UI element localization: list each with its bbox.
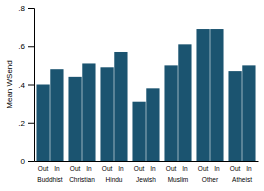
y-axis: 0 .2 .4 .6 .8 [18, 4, 34, 166]
sub-label: Out [134, 165, 145, 172]
bar [36, 85, 49, 162]
category-label: Jewish [136, 176, 156, 183]
bar [196, 29, 209, 161]
bar [132, 102, 145, 161]
y-axis-title: Mean WSend [5, 60, 14, 108]
sub-label: In [118, 165, 124, 172]
category-label: Atheist [232, 176, 252, 183]
sub-label: In [86, 165, 92, 172]
tick: .6 [18, 42, 34, 51]
bar [100, 67, 113, 161]
sub-label: Out [230, 165, 241, 172]
tick: 0 [21, 157, 34, 166]
bar [114, 52, 127, 161]
sub-label: Out [198, 165, 209, 172]
bar [50, 69, 63, 161]
axis-line [35, 161, 259, 162]
tick-mark [28, 46, 34, 47]
tick-mark [28, 8, 34, 9]
category-label: Hindu [106, 176, 123, 183]
sub-label: In [54, 165, 60, 172]
axis-line [28, 9, 35, 162]
sub-label: In [182, 165, 188, 172]
bar [164, 65, 177, 161]
bar [82, 63, 95, 161]
tick: .8 [18, 4, 34, 13]
sub-label: In [150, 165, 156, 172]
category-label: Buddhist [37, 176, 62, 183]
category-label: Other [202, 176, 219, 183]
bar [228, 71, 241, 161]
sub-label: Out [38, 165, 49, 172]
tick: .2 [18, 119, 34, 128]
sub-label: Out [70, 165, 81, 172]
tick-label: 0 [21, 157, 26, 166]
category-label: Christian [69, 176, 95, 183]
chart: 0 .2 .4 .6 .8 Out In Buddhist Out In Christian Out I… [0, 0, 264, 191]
bar [210, 29, 223, 161]
tick-label: .6 [18, 42, 25, 51]
bar [68, 77, 81, 161]
tick-label: .2 [18, 119, 25, 128]
tick-label: .8 [18, 4, 25, 13]
sub-label: Out [102, 165, 113, 172]
tick-mark [28, 85, 34, 86]
x-labels: Out In Buddhist Out In Christian Out In Hindu Out… [37, 165, 252, 183]
sub-label: Out [166, 165, 177, 172]
sub-label: In [246, 165, 252, 172]
x-axis [35, 161, 259, 162]
bar [242, 65, 255, 161]
bars [36, 29, 255, 161]
tick-mark [28, 123, 34, 124]
bar-series [36, 29, 241, 161]
tick-mark [28, 161, 34, 162]
category-label: Muslim [168, 176, 189, 183]
tick: .4 [18, 81, 34, 90]
sub-label: In [214, 165, 220, 172]
bar [178, 44, 191, 161]
tick-label: .4 [18, 81, 25, 90]
bar [146, 88, 159, 161]
plot: 0 .2 .4 .6 .8 Out In Buddhist Out In Christian Out I… [18, 4, 258, 183]
bar-series [50, 29, 255, 161]
